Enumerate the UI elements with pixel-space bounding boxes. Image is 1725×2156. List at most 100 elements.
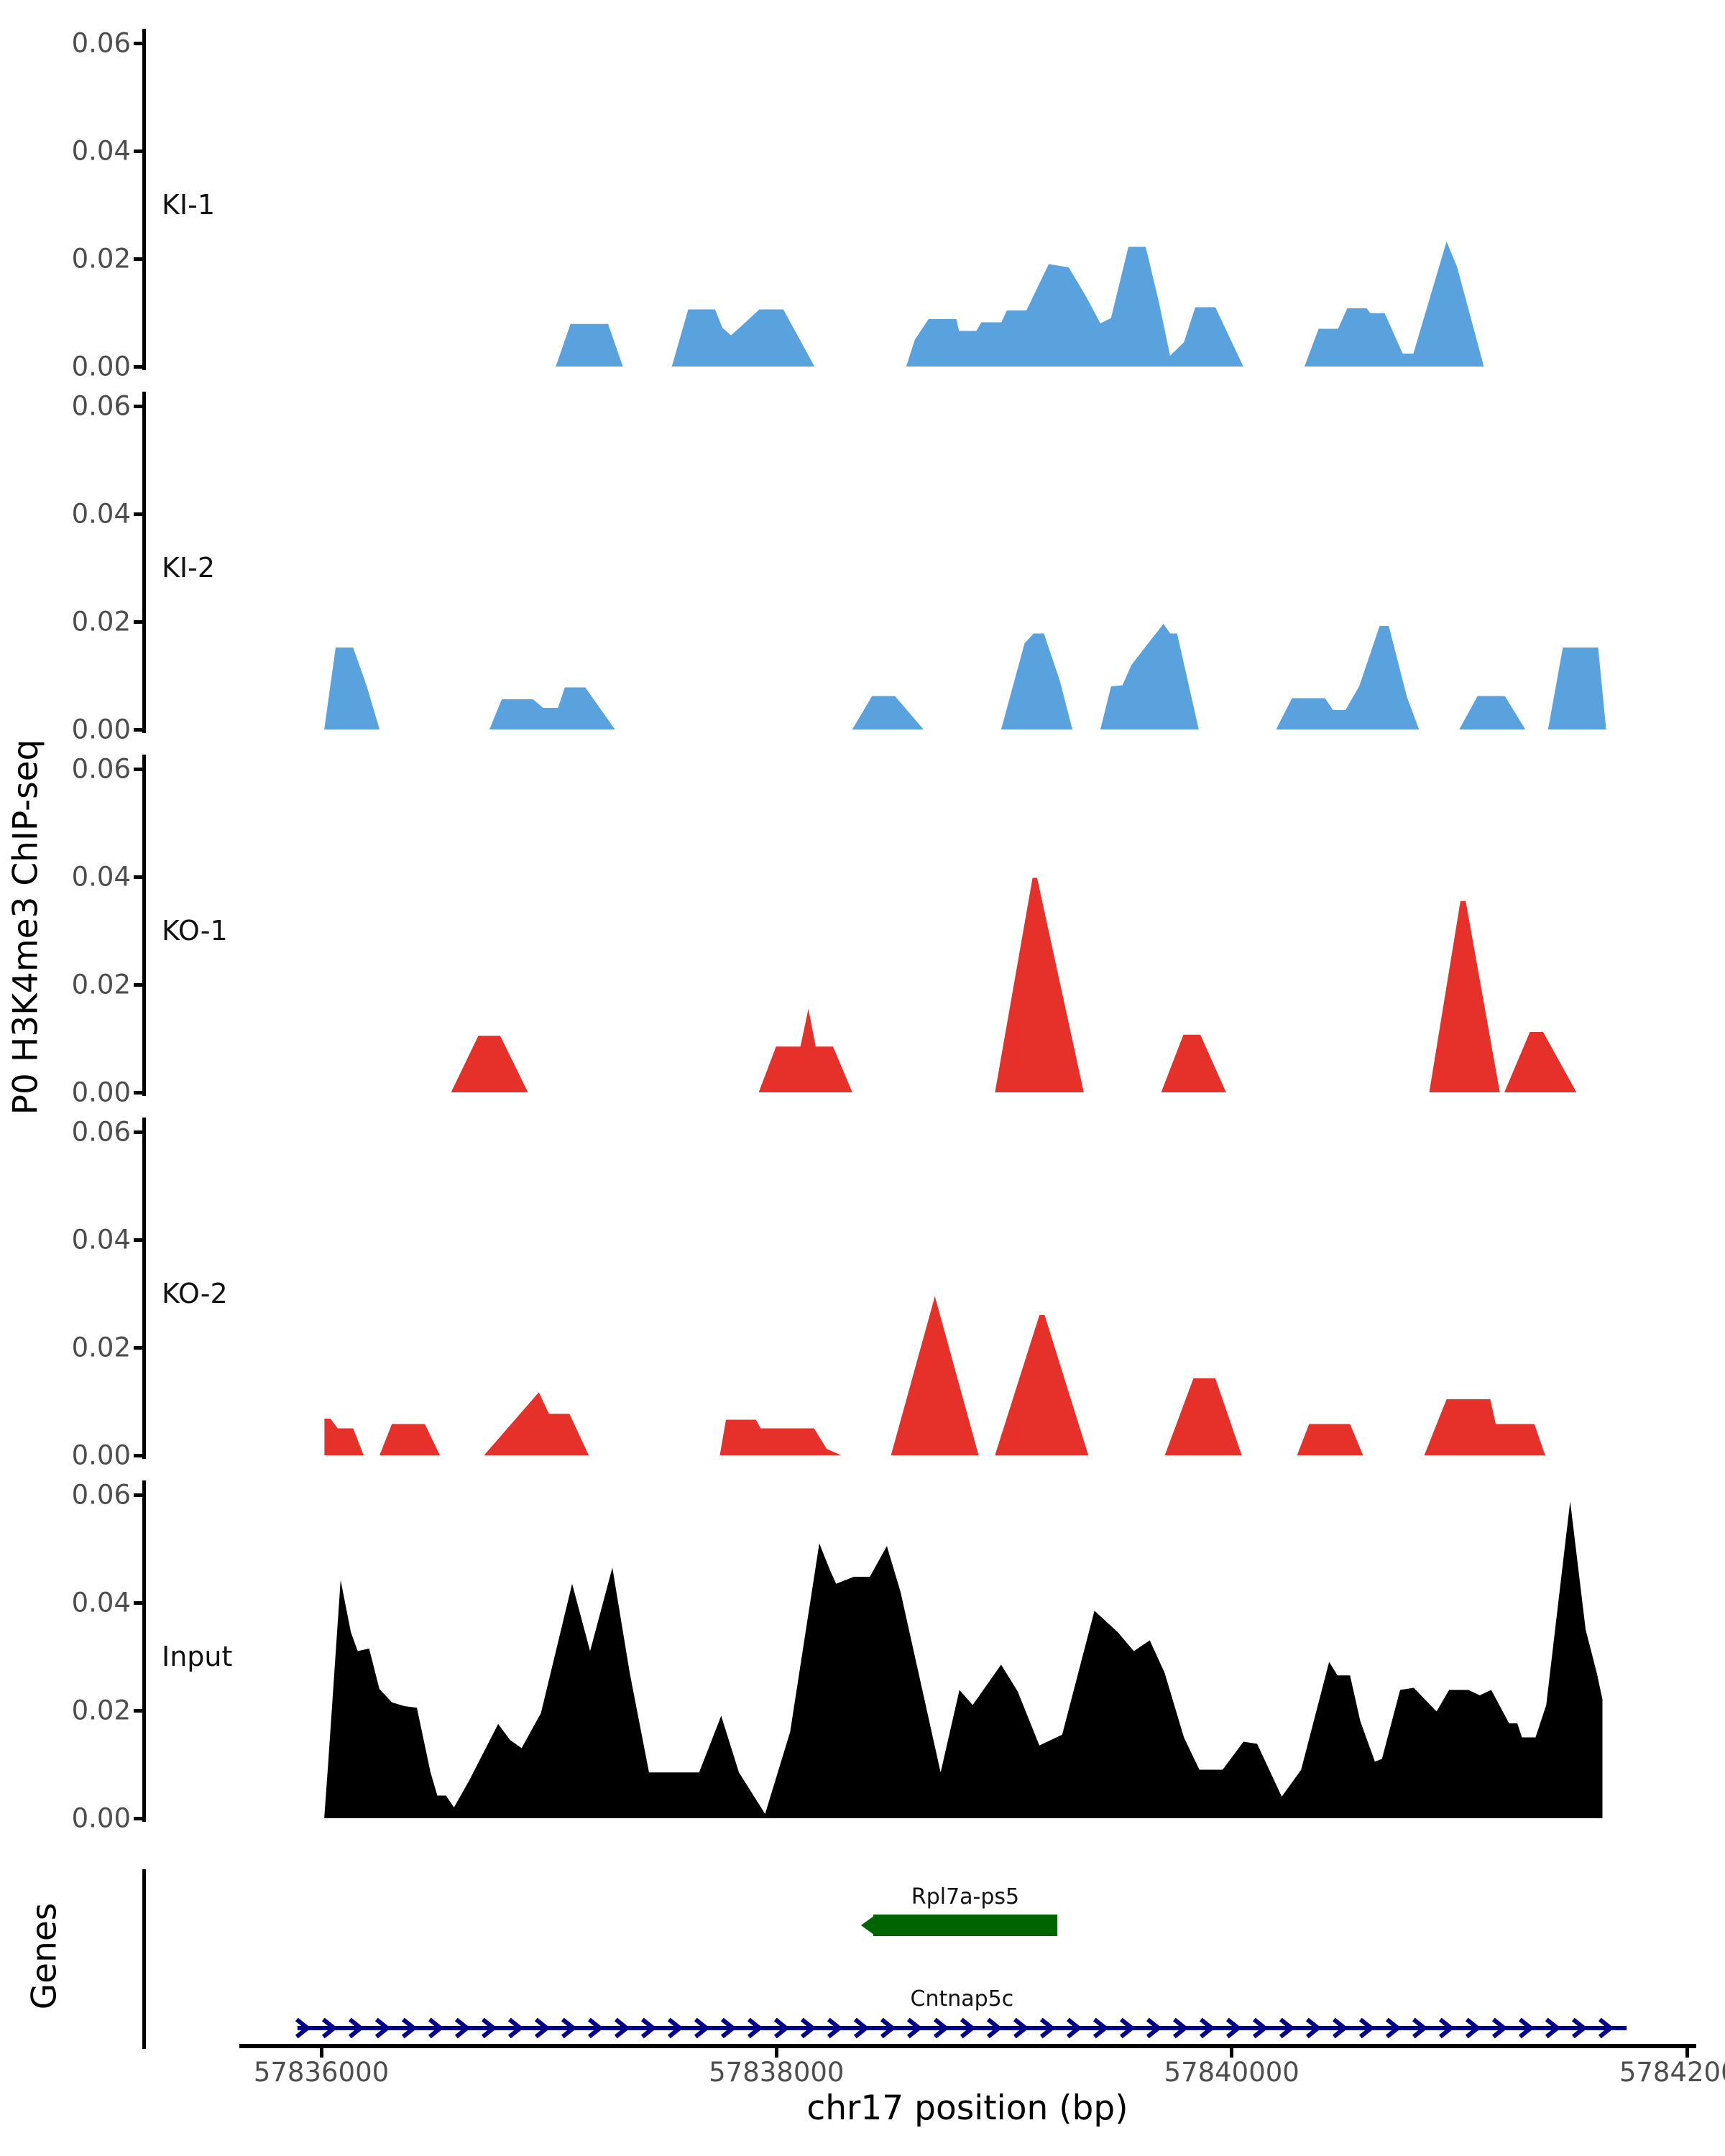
track-y-axis-spine (142, 1118, 146, 1459)
signal-peak-polygon (719, 1419, 842, 1455)
y-tick-label: 0.04 (71, 135, 131, 167)
y-tick-label: 0.00 (71, 351, 131, 382)
signal-peak-polygon (451, 1036, 528, 1092)
gene-label-rpl7a-ps5: Rpl7a-ps5 (911, 1884, 1020, 1909)
signal-peak-polygon (1297, 1424, 1363, 1455)
track-y-axis-spine (142, 755, 146, 1096)
y-tick-mark (134, 1493, 142, 1497)
y-tick-label: 0.06 (71, 27, 131, 59)
y-tick-mark (134, 1090, 142, 1095)
y-tick-mark (134, 1708, 142, 1713)
y-tick-label: 0.02 (71, 969, 131, 1000)
signal-peak-polygon (1000, 633, 1072, 729)
y-tick-label: 0.02 (71, 606, 131, 637)
track-panel-ko-1: 0.06 0.04 0.02 0.00 KO-1 (0, 753, 1725, 1108)
track-name-label: KI-1 (162, 189, 216, 221)
y-tick-mark (134, 767, 142, 771)
gene-label-cntnap5c: Cntnap5c (910, 1986, 1014, 2012)
y-tick-mark (134, 1816, 142, 1820)
genes-y-axis-spine (142, 1869, 146, 2049)
y-tick-label: 0.02 (71, 1695, 131, 1726)
y-tick-label: 0.02 (71, 1332, 131, 1363)
y-tick-mark (134, 512, 142, 516)
gene-box-rpl7a-ps5 (873, 1915, 1058, 1936)
gene-strand-arrow-left-icon (860, 1916, 874, 1935)
signal-peak-polygon (1459, 696, 1526, 729)
x-tick-mark (319, 2048, 323, 2058)
y-tick-mark (134, 404, 142, 408)
signal-peak-polygon (1161, 1034, 1226, 1092)
y-tick-label: 0.06 (71, 1479, 131, 1511)
y-tick-mark (134, 1600, 142, 1605)
track-name-label: KO-2 (162, 1278, 228, 1309)
signal-peak-polygon (671, 309, 815, 367)
x-axis-line (239, 2044, 1696, 2048)
y-tick-mark (134, 982, 142, 987)
signal-peak-polygon (380, 1424, 440, 1455)
x-tick-label: 57840000 (1164, 2057, 1300, 2088)
track-panel-input: 0.06 0.04 0.02 0.00 Input (0, 1479, 1725, 1834)
track-name-label: KI-2 (162, 552, 216, 584)
track-signal-area-ko-2 (324, 1296, 1545, 1455)
y-tick-label: 0.00 (71, 714, 131, 745)
y-tick-mark (134, 875, 142, 879)
x-axis-title: chr17 position (bp) (806, 2088, 1128, 2128)
signal-peak-polygon (1547, 648, 1606, 729)
signal-peak-polygon (484, 1392, 589, 1455)
y-tick-label: 0.04 (71, 1224, 131, 1256)
y-tick-label: 0.04 (71, 498, 131, 530)
signal-peak-polygon (906, 247, 1243, 367)
y-tick-mark (134, 257, 142, 261)
x-tick-mark (774, 2048, 778, 2058)
y-tick-mark (134, 364, 142, 369)
y-tick-label: 0.04 (71, 861, 131, 893)
y-tick-mark (134, 1238, 142, 1242)
track-signal-area-ki-1 (556, 241, 1484, 367)
y-tick-label: 0.06 (71, 753, 131, 785)
signal-peak-polygon (324, 648, 389, 729)
x-tick-mark (1230, 2048, 1234, 2058)
signal-peak-polygon (1164, 1378, 1242, 1455)
signal-peak-polygon (852, 696, 924, 729)
signal-peak-polygon (1429, 900, 1500, 1092)
y-tick-mark (134, 1453, 142, 1457)
track-y-axis-spine (142, 1480, 146, 1822)
track-panel-ko-2: 0.06 0.04 0.02 0.00 KO-2 (0, 1116, 1725, 1471)
y-tick-label: 0.02 (71, 243, 131, 275)
gene-strand-arrowheads-right-icon (295, 2017, 1614, 2039)
signal-peak-polygon (556, 323, 623, 367)
signal-peak-polygon (1424, 1399, 1545, 1455)
track-panel-ki-2: 0.06 0.04 0.02 0.00 KI-2 (0, 390, 1725, 745)
track-name-label: KO-1 (162, 915, 228, 946)
x-tick-label: 57836000 (253, 2057, 390, 2088)
signal-peak-polygon (324, 1501, 1603, 1818)
signal-peak-polygon (891, 1296, 979, 1455)
y-tick-label: 0.00 (71, 1802, 131, 1834)
track-y-axis-spine (142, 29, 146, 370)
signal-peak-polygon (1100, 624, 1199, 729)
signal-peak-polygon (995, 1315, 1089, 1455)
gene-glyphs-svg (295, 1915, 1627, 2039)
y-tick-mark (134, 41, 142, 45)
signal-peak-polygon (1276, 626, 1420, 729)
x-tick-mark (1685, 2048, 1689, 2058)
signal-peak-polygon (1305, 241, 1484, 367)
y-tick-label: 0.06 (71, 1116, 131, 1148)
y-tick-mark (134, 1345, 142, 1350)
y-tick-mark (134, 619, 142, 624)
signal-peak-polygon (324, 1419, 364, 1455)
signal-peak-polygon (1504, 1032, 1577, 1092)
y-tick-mark (134, 149, 142, 153)
x-tick-label: 57838000 (709, 2057, 845, 2088)
y-tick-label: 0.00 (71, 1439, 131, 1471)
signal-peak-polygon (758, 1008, 852, 1092)
track-signal-area-ki-2 (324, 624, 1606, 729)
track-panel-ki-1: 0.06 0.04 0.02 0.00 KI-1 (0, 27, 1725, 382)
signal-peak-polygon (489, 687, 615, 729)
y-tick-label: 0.06 (71, 390, 131, 422)
y-tick-mark (134, 727, 142, 732)
x-tick-label: 57842000 (1619, 2057, 1725, 2088)
track-name-label: Input (162, 1641, 233, 1672)
y-tick-mark (134, 1130, 142, 1134)
